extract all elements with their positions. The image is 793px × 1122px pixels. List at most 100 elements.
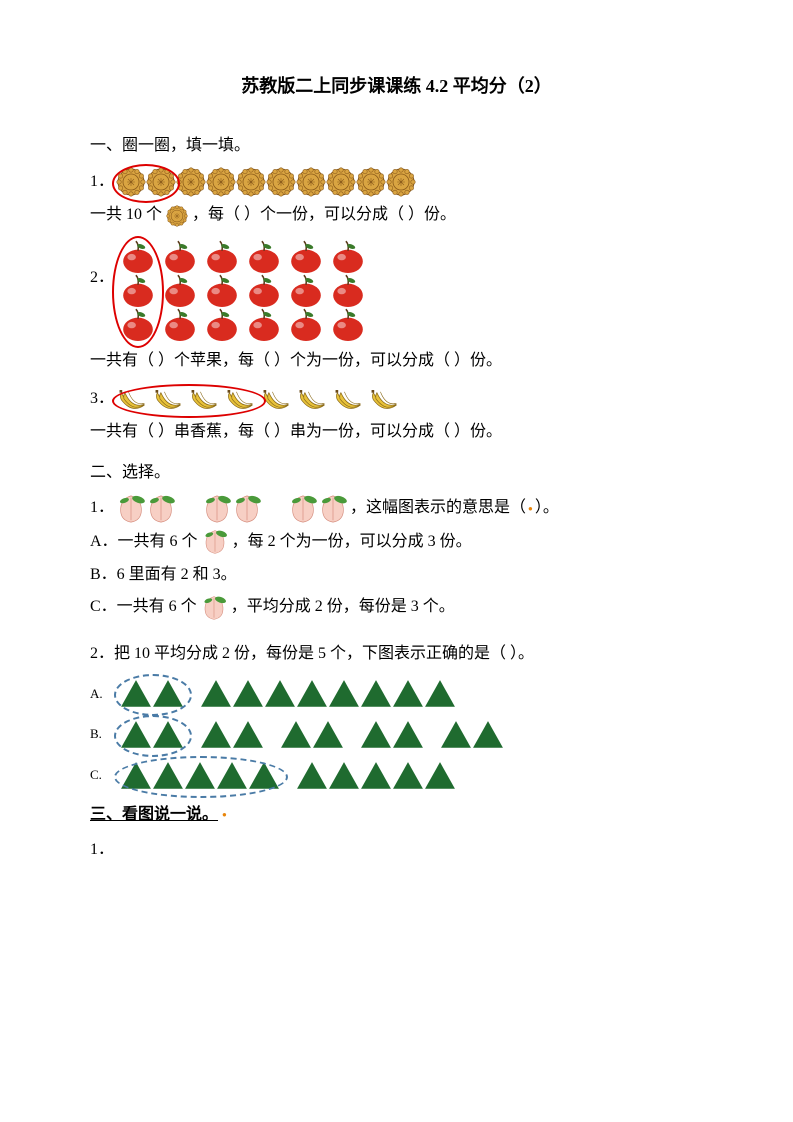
section1-head: 一、圈一圈，填一填。: [90, 132, 703, 161]
peach-inline-icon: [202, 528, 228, 557]
mooncake-icon: [236, 167, 266, 197]
peach-icon: [116, 494, 146, 524]
optA-pre: A．一共有 6 个: [90, 528, 198, 557]
peach-icon: [202, 494, 232, 524]
triangle-icon: [200, 679, 232, 708]
s2q1-optA[interactable]: A．一共有 6 个 ，每 2 个为一份，可以分成 3 份。: [90, 528, 703, 557]
triangle-icon: [232, 679, 264, 708]
banana-icon: [116, 387, 148, 413]
opt-label: B.: [90, 722, 120, 745]
banana-strip: [116, 387, 400, 413]
optA-post: ，每 2 个为一份，可以分成 3 份。: [232, 528, 472, 557]
triangle-icon: [328, 761, 360, 790]
q2-line: 一共有（ ）个苹果，每（ ）个为一份，可以分成（ ）份。: [90, 347, 703, 376]
s2q1-tail: ，这幅图表示的意思是（: [350, 494, 526, 523]
peach-groups: [116, 494, 348, 524]
q1-row: 1．: [90, 167, 703, 197]
triangle-icon: [392, 720, 424, 749]
q1-num: 1．: [90, 168, 114, 197]
apple-icon: [330, 308, 366, 342]
q2-num: 2．: [90, 264, 114, 293]
apple-icon: [204, 308, 240, 342]
s2q1-num: 1．: [90, 494, 114, 523]
triangle-icon: [120, 720, 152, 749]
section3-head: 三、看图说一说。 ●: [90, 801, 703, 830]
mooncake-inline-icon: [166, 206, 188, 223]
q1-line-pre: 一共 10 个: [90, 206, 162, 223]
mooncake-strip: [116, 167, 416, 197]
mooncake-icon: [386, 167, 416, 197]
peach-icon: [232, 494, 262, 524]
orange-dot: ●: [528, 502, 533, 516]
apple-icon: [204, 240, 240, 274]
triangle-icon: [360, 761, 392, 790]
mooncake-icon: [206, 167, 236, 197]
apple-icon: [288, 274, 324, 308]
section2-head: 二、选择。: [90, 459, 703, 488]
triangle-icon: [296, 679, 328, 708]
apple-icon: [120, 240, 156, 274]
triangle-icon: [360, 679, 392, 708]
apple-icon: [162, 274, 198, 308]
mooncake-icon: [116, 167, 146, 197]
triangle-icon: [152, 761, 184, 790]
apple-icon: [246, 308, 282, 342]
triangle-icon: [328, 679, 360, 708]
mooncake-icon: [356, 167, 386, 197]
apple-icon: [120, 308, 156, 342]
apple-icon: [162, 308, 198, 342]
triangle-icon: [264, 679, 296, 708]
peach-icon: [146, 494, 176, 524]
triangle-icon: [152, 720, 184, 749]
s2q2-optB[interactable]: B.: [90, 720, 703, 749]
triangle-icon: [392, 679, 424, 708]
triangle-icon: [424, 679, 456, 708]
apple-icon: [330, 240, 366, 274]
apple-icon: [162, 240, 198, 274]
apple-icon: [288, 308, 324, 342]
triangle-icon: [232, 720, 264, 749]
banana-icon: [296, 387, 328, 413]
q2-row: 2．: [90, 240, 703, 343]
q1-line: 一共 10 个 ，每（ ）个一份，可以分成（ ）份。: [90, 201, 703, 230]
mooncake-icon: [326, 167, 356, 197]
banana-icon: [188, 387, 220, 413]
s2q1-optB[interactable]: B．6 里面有 2 和 3。: [90, 561, 703, 590]
apple-icon: [246, 240, 282, 274]
q3-num: 3．: [90, 385, 114, 414]
triangle-icon: [184, 761, 216, 790]
q1-line-tail: ，每（ ）个一份，可以分成（ ）份。: [192, 206, 456, 223]
s2q2-optA[interactable]: A.: [90, 679, 703, 708]
apple-icon: [288, 240, 324, 274]
triangle-icon: [248, 761, 280, 790]
banana-icon: [332, 387, 364, 413]
apple-icon: [120, 274, 156, 308]
mooncake-icon: [146, 167, 176, 197]
mooncake-icon: [296, 167, 326, 197]
s3q1: 1．: [90, 836, 703, 865]
apple-icon: [246, 274, 282, 308]
s2q2-optC[interactable]: C.: [90, 761, 703, 790]
triangle-icon: [280, 720, 312, 749]
triangle-icon: [216, 761, 248, 790]
banana-icon: [224, 387, 256, 413]
peach-icon: [288, 494, 318, 524]
banana-icon: [368, 387, 400, 413]
peach-icon: [201, 595, 227, 621]
triangle-icon: [440, 720, 472, 749]
apple-grid: [120, 240, 366, 343]
s2q2-text: 2．把 10 平均分成 2 份，每份是 5 个，下图表示正确的是（ ）。: [90, 640, 703, 669]
triangle-icon: [296, 761, 328, 790]
section3-head-text: 三、看图说一说。: [90, 806, 218, 823]
s2q1-tail2: ）。: [535, 494, 559, 523]
triangle-icon: [152, 679, 184, 708]
mooncake-icon: [176, 167, 206, 197]
page-title: 苏教版二上同步课课练 4.2 平均分（2）: [90, 70, 703, 102]
triangle-icon: [360, 720, 392, 749]
q3-line: 一共有（ ）串香蕉，每（ ）串为一份，可以分成（ ）份。: [90, 418, 703, 447]
banana-icon: [260, 387, 292, 413]
triangle-icon: [120, 761, 152, 790]
s2q1-row: 1． ，这幅图表示的意思是（ ● ）。: [90, 494, 703, 524]
s2q1-optC[interactable]: C．一共有 6 个 ，平均分成 2 份，每份是 3 个。: [90, 593, 703, 622]
opt-label: C.: [90, 763, 120, 786]
